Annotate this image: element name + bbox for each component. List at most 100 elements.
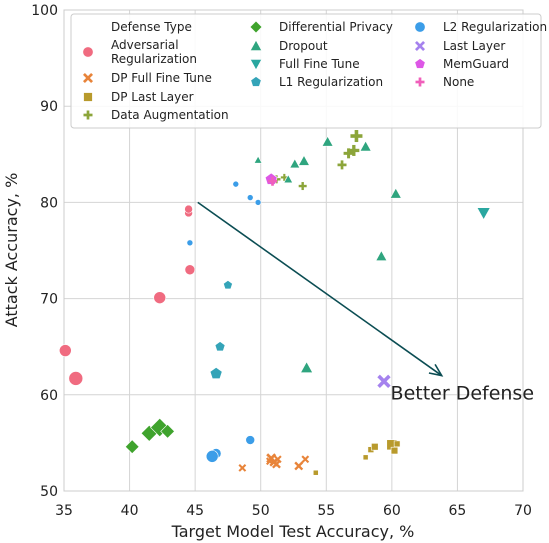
point-full-fine-tune-shape (476, 207, 491, 221)
point-data-augmentation (298, 182, 307, 191)
legend-label-dp-full-fine-tune: DP Full Fine Tune (111, 71, 212, 85)
legend-label-l2-regularization: L2 Regularization (443, 20, 547, 34)
point-l2-regularization (245, 435, 256, 445)
legend-label-line: Data Augmentation (111, 108, 229, 122)
x-axis-label: Target Model Test Accuracy, % (171, 522, 415, 541)
y-tick-label: 50 (40, 484, 58, 500)
point-adversarial-regularization (68, 371, 84, 386)
legend-label-line: Adversarial (111, 38, 179, 52)
point-dp-full-fine-tune-stroke (238, 464, 247, 472)
legend-marker-adversarial-regularization (82, 46, 94, 58)
x-tick-label: 55 (317, 503, 335, 519)
point-l2-regularization-shape (186, 239, 194, 247)
legend-marker-l2-regularization (414, 21, 426, 33)
x-tick-label: 65 (449, 503, 467, 519)
point-data-augmentation (350, 130, 363, 143)
point-full-fine-tune (476, 207, 491, 221)
legend-marker-l2-regularization-shape (414, 21, 426, 33)
point-dropout (300, 361, 314, 374)
legend-marker-dropout (249, 39, 263, 51)
point-dropout (283, 174, 294, 184)
y-tick-label: 100 (31, 3, 58, 19)
point-dropout-shape (300, 361, 314, 374)
point-last-layer (377, 374, 391, 389)
point-adversarial-regularization (184, 264, 196, 276)
point-l2-regularization-shape (232, 180, 240, 188)
legend-label-line: L2 Regularization (443, 20, 547, 34)
legend-label-full-fine-tune: Full Fine Tune (279, 57, 360, 71)
point-differential-privacy (124, 439, 140, 455)
point-dp-last-layer-shape (371, 443, 379, 451)
legend-marker-memguard (414, 58, 426, 69)
legend-label-line: L1 Regularization (279, 75, 383, 89)
point-dropout (389, 187, 402, 199)
legend-title: Defense Type (111, 20, 192, 34)
legend-label-dp-last-layer: DP Last Layer (111, 90, 194, 104)
point-dp-last-layer-shape (312, 469, 319, 476)
point-dp-full-fine-tune-stroke (294, 461, 304, 471)
point-adversarial-regularization (59, 344, 72, 357)
point-dropout-shape (321, 135, 334, 147)
point-l2-regularization (246, 194, 254, 201)
point-dp-full-fine-tune (266, 457, 274, 466)
x-tick-label: 40 (121, 503, 139, 519)
better-defense-label: Better Defense (391, 383, 535, 405)
data-points (59, 130, 491, 476)
point-dp-full-fine-tune (273, 455, 282, 464)
point-dp-last-layer-shape (390, 446, 399, 455)
point-l2-regularization (186, 239, 194, 247)
point-dp-last-layer-shape (362, 454, 369, 461)
legend-label-l1-regularization: L1 Regularization (279, 75, 383, 89)
legend-marker-full-fine-tune (249, 59, 263, 71)
legend-label-data-augmentation: Data Augmentation (111, 108, 229, 122)
legend-label-line: Differential Privacy (279, 20, 393, 34)
y-axis-ticks: 50 60 70 80 90 100 (31, 3, 58, 500)
point-dp-full-fine-tune-stroke (301, 455, 310, 464)
legend-marker-differential-privacy-shape (249, 20, 263, 34)
legend-marker-last-layer-stroke (414, 40, 426, 52)
point-adversarial-regularization-shape (59, 344, 72, 357)
better-defense-arrowhead (428, 363, 444, 377)
point-l2-regularization-shape (205, 450, 219, 463)
point-l1-regularization (223, 280, 233, 290)
point-last-layer-stroke (377, 374, 391, 389)
x-tick-label: 60 (383, 503, 401, 519)
point-differential-privacy-shape (150, 417, 170, 438)
legend-label-differential-privacy: Differential Privacy (279, 20, 393, 34)
point-l2-regularization-shape (245, 435, 256, 445)
point-dp-last-layer-shape (393, 440, 401, 448)
x-tick-label: 45 (186, 503, 204, 519)
point-dropout (321, 135, 334, 147)
point-l2-regularization-shape (246, 194, 254, 201)
legend-marker-none (415, 77, 425, 87)
point-dp-last-layer (362, 454, 369, 461)
point-dp-full-fine-tune-stroke (273, 455, 282, 464)
point-dropout-shape (375, 250, 388, 261)
legend-label-line: Last Layer (443, 39, 505, 53)
legend-marker-l1-regularization (250, 76, 262, 87)
point-l1-regularization-shape (209, 366, 223, 380)
point-dp-full-fine-tune (294, 461, 304, 471)
y-tick-label: 60 (40, 388, 58, 404)
point-adversarial-regularization-shape (153, 291, 167, 304)
better-defense-arrow (197, 201, 443, 377)
y-tick-label: 70 (40, 292, 58, 308)
legend-label-line: None (443, 75, 474, 89)
legend-marker-memguard-shape (414, 58, 426, 69)
point-adversarial-regularization-shape (184, 204, 193, 214)
legend-marker-differential-privacy (249, 20, 263, 34)
legend-label-adversarial-regularization: Adversarial Regularization (111, 38, 197, 66)
legend-marker-last-layer (414, 40, 426, 52)
point-dropout-shape (289, 158, 301, 169)
point-dropout (359, 140, 372, 152)
legend-label-none: None (443, 75, 474, 89)
legend-label-last-layer: Last Layer (443, 39, 505, 53)
point-dp-last-layer (312, 469, 319, 476)
point-dp-last-layer (371, 443, 379, 451)
point-differential-privacy-shape (160, 424, 175, 439)
legend-label-line: DP Last Layer (111, 90, 194, 104)
plot-frame (63, 9, 524, 492)
x-tick-label: 35 (55, 503, 73, 519)
point-differential-privacy-shape (124, 439, 140, 455)
